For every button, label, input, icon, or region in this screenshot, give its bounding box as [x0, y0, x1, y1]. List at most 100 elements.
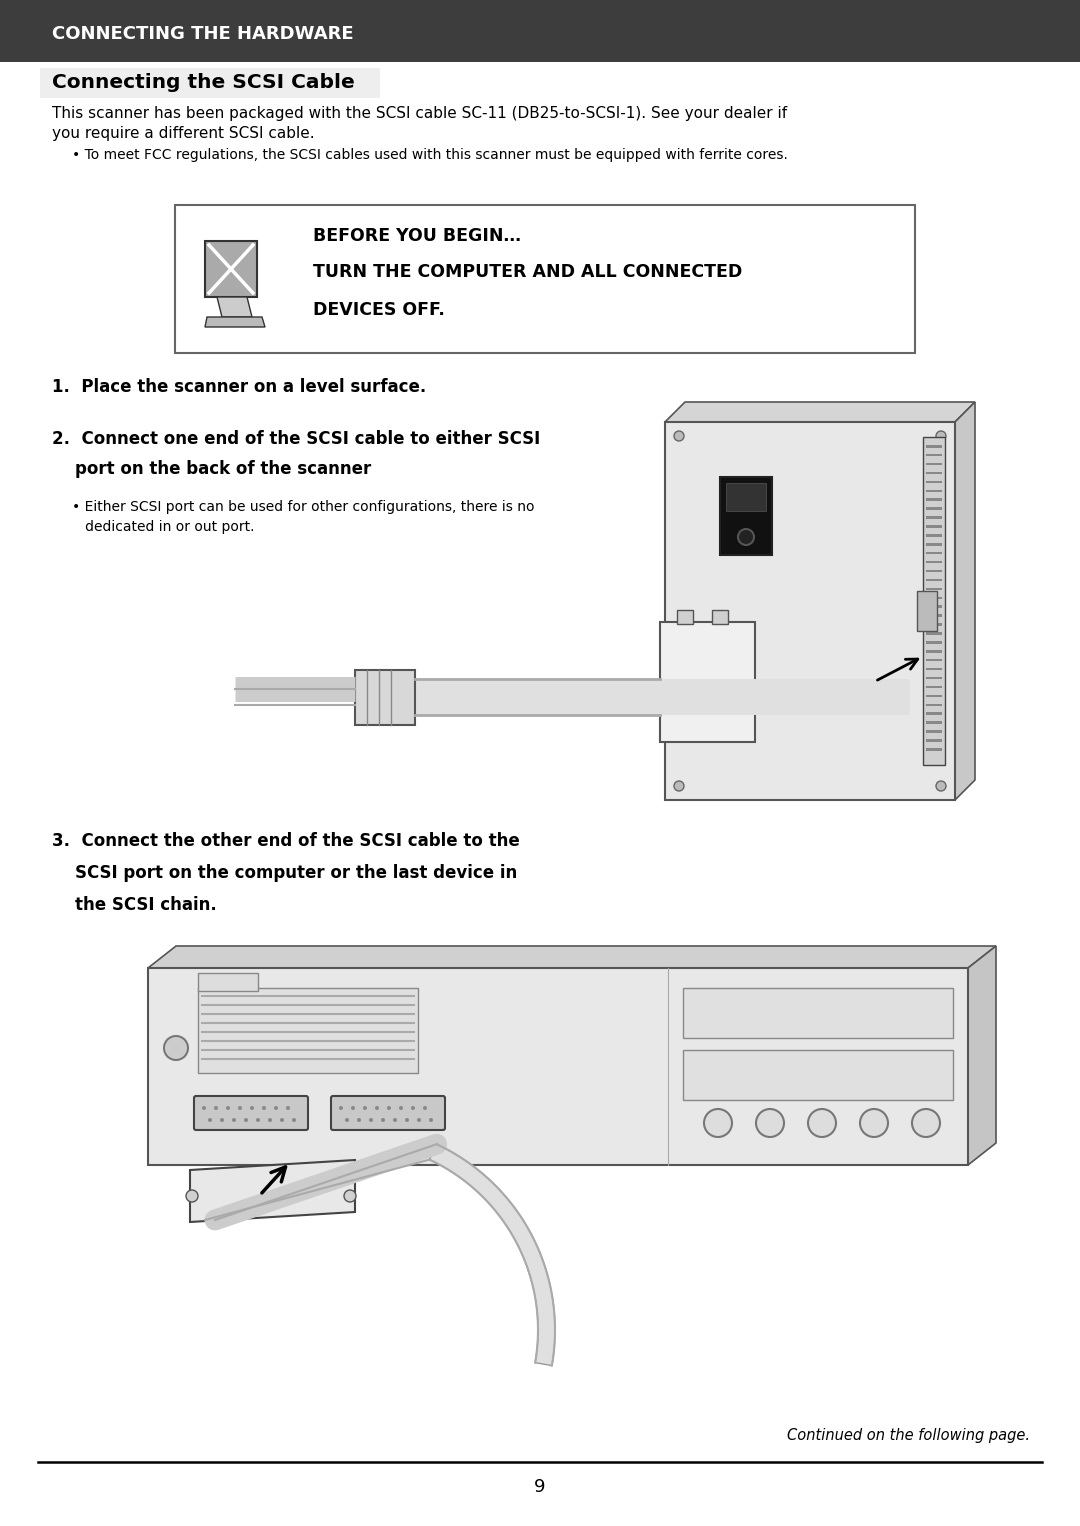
Circle shape [411, 1106, 415, 1109]
Bar [926, 508, 942, 510]
Bar [926, 569, 942, 572]
Circle shape [704, 1109, 732, 1137]
Bar [926, 446, 942, 447]
Bar [917, 591, 937, 630]
Circle shape [214, 1106, 218, 1109]
Bar [926, 534, 942, 537]
Bar [726, 484, 766, 511]
Text: DEVICES OFF.: DEVICES OFF. [313, 301, 445, 319]
Bar [926, 472, 942, 475]
Circle shape [860, 1109, 888, 1137]
Circle shape [387, 1106, 391, 1109]
Bar [926, 525, 942, 528]
Bar [198, 974, 258, 990]
Polygon shape [205, 241, 257, 298]
Polygon shape [148, 946, 996, 967]
Bar [926, 632, 942, 635]
Bar [926, 543, 942, 546]
Bar [926, 641, 942, 644]
Bar [148, 967, 968, 1164]
Bar [355, 670, 415, 725]
Text: BEFORE YOU BEGIN…: BEFORE YOU BEGIN… [313, 227, 521, 246]
Circle shape [351, 1106, 355, 1109]
Circle shape [808, 1109, 836, 1137]
Bar [926, 713, 942, 714]
Circle shape [369, 1119, 373, 1122]
Text: Continued on the following page.: Continued on the following page. [787, 1428, 1030, 1444]
Circle shape [936, 430, 946, 441]
Bar [926, 659, 942, 661]
Bar [926, 453, 942, 456]
Bar [926, 650, 942, 653]
Text: • To meet FCC regulations, the SCSI cables used with this scanner must be equipp: • To meet FCC regulations, the SCSI cabl… [72, 148, 788, 162]
Circle shape [393, 1119, 397, 1122]
Circle shape [674, 781, 684, 790]
Bar [720, 478, 772, 555]
Bar [923, 436, 945, 765]
Bar [926, 694, 942, 697]
Circle shape [164, 1036, 188, 1061]
Bar [0, 0, 1080, 63]
Bar [926, 676, 942, 679]
Circle shape [274, 1106, 278, 1109]
Circle shape [381, 1119, 384, 1122]
Text: the SCSI chain.: the SCSI chain. [52, 896, 217, 914]
Text: SCSI port on the computer or the last device in: SCSI port on the computer or the last de… [52, 864, 517, 882]
Circle shape [186, 1190, 198, 1202]
Circle shape [292, 1119, 296, 1122]
Polygon shape [430, 1144, 555, 1366]
Circle shape [220, 1119, 224, 1122]
Text: port on the back of the scanner: port on the back of the scanner [52, 459, 372, 478]
Circle shape [345, 1119, 349, 1122]
Circle shape [399, 1106, 403, 1109]
FancyBboxPatch shape [330, 1096, 445, 1129]
Bar [926, 722, 942, 723]
Circle shape [244, 1119, 248, 1122]
Text: • Either SCSI port can be used for other configurations, there is no: • Either SCSI port can be used for other… [72, 501, 535, 514]
Circle shape [268, 1119, 272, 1122]
Bar [926, 748, 942, 751]
Bar [926, 481, 942, 484]
Circle shape [423, 1106, 427, 1109]
Bar [712, 610, 728, 624]
Circle shape [357, 1119, 361, 1122]
Text: 1.  Place the scanner on a level surface.: 1. Place the scanner on a level surface. [52, 378, 427, 397]
Bar [683, 987, 953, 1038]
Circle shape [405, 1119, 409, 1122]
Bar [926, 685, 942, 688]
Circle shape [738, 530, 754, 545]
Bar [198, 987, 418, 1073]
Text: CONNECTING THE HARDWARE: CONNECTING THE HARDWARE [52, 24, 353, 43]
Text: 3.  Connect the other end of the SCSI cable to the: 3. Connect the other end of the SCSI cab… [52, 832, 519, 850]
Circle shape [232, 1119, 237, 1122]
Polygon shape [665, 401, 975, 423]
Circle shape [262, 1106, 266, 1109]
Bar [926, 588, 942, 591]
Circle shape [208, 1119, 212, 1122]
Bar [40, 69, 380, 98]
Bar [926, 668, 942, 670]
Bar [175, 204, 915, 353]
Bar [926, 606, 942, 607]
Text: 2.  Connect one end of the SCSI cable to either SCSI: 2. Connect one end of the SCSI cable to … [52, 430, 540, 449]
Circle shape [238, 1106, 242, 1109]
Circle shape [202, 1106, 206, 1109]
Bar [665, 423, 955, 800]
Bar [926, 490, 942, 491]
Circle shape [674, 430, 684, 441]
Bar [926, 597, 942, 600]
Polygon shape [968, 946, 996, 1164]
Circle shape [936, 781, 946, 790]
Polygon shape [955, 401, 975, 800]
Text: dedicated in or out port.: dedicated in or out port. [72, 520, 255, 534]
Bar [926, 462, 942, 465]
Text: 9: 9 [535, 1479, 545, 1495]
Circle shape [417, 1119, 421, 1122]
Circle shape [429, 1119, 433, 1122]
Circle shape [286, 1106, 291, 1109]
Bar [926, 703, 942, 707]
Bar [677, 610, 693, 624]
Bar [926, 739, 942, 742]
Bar [926, 562, 942, 563]
Bar [926, 623, 942, 626]
